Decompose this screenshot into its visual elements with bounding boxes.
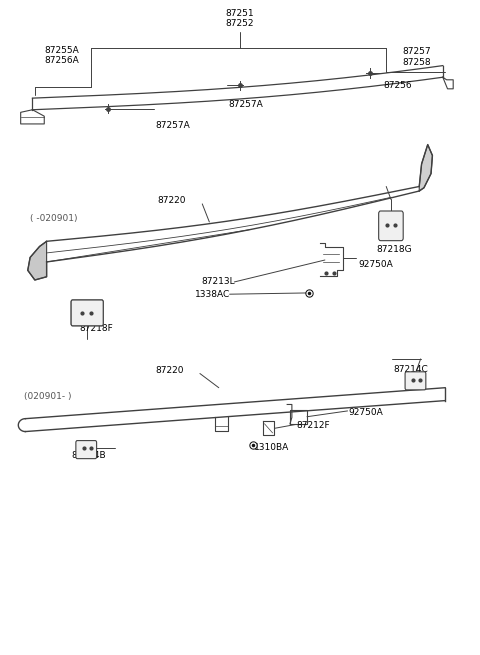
Text: (020901- ): (020901- )	[24, 392, 72, 402]
Text: 87218G: 87218G	[377, 245, 412, 254]
FancyBboxPatch shape	[379, 211, 403, 240]
Text: 92750A: 92750A	[348, 407, 383, 417]
Text: 87213L: 87213L	[202, 278, 235, 286]
Text: 1338AC: 1338AC	[195, 290, 230, 299]
Text: 87257A: 87257A	[228, 100, 263, 109]
Text: 87220: 87220	[157, 196, 186, 205]
FancyBboxPatch shape	[405, 372, 426, 390]
Text: 87212F: 87212F	[297, 421, 330, 430]
Polygon shape	[28, 241, 47, 280]
Polygon shape	[419, 145, 432, 191]
Text: 87255A
87256A: 87255A 87256A	[44, 46, 79, 66]
Text: 87214B: 87214B	[72, 451, 107, 460]
Text: 92750A: 92750A	[358, 260, 393, 269]
Text: 87256: 87256	[384, 81, 412, 90]
Text: ( -020901): ( -020901)	[30, 214, 78, 223]
Text: 87257
87258: 87257 87258	[403, 47, 432, 67]
Text: 87220: 87220	[155, 365, 183, 375]
FancyBboxPatch shape	[71, 300, 103, 326]
Text: 1310BA: 1310BA	[254, 443, 289, 451]
Text: 87251
87252: 87251 87252	[226, 9, 254, 28]
FancyBboxPatch shape	[76, 441, 96, 458]
Text: 87214C: 87214C	[393, 364, 428, 373]
Text: 87218F: 87218F	[79, 324, 113, 333]
Text: 87257A: 87257A	[155, 121, 190, 130]
